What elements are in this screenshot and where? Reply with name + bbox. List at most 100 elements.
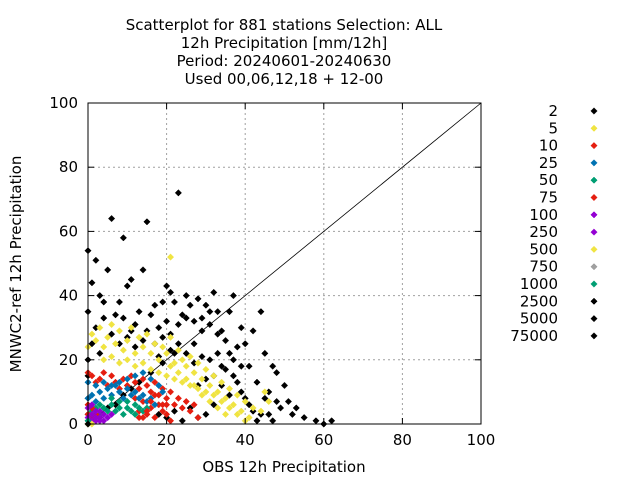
data-point	[163, 317, 171, 325]
data-point	[100, 343, 108, 351]
title-line-3: Period: 20240601-20240630	[177, 52, 392, 70]
data-point	[127, 407, 135, 415]
chart-title: Scatterplot for 881 stations Selection: …	[126, 16, 443, 88]
data-point	[170, 401, 179, 409]
data-point	[131, 372, 139, 380]
data-point	[163, 282, 171, 290]
data-point	[88, 401, 96, 409]
data-point	[155, 324, 163, 332]
data-point	[151, 378, 159, 386]
one-to-one-line	[87, 102, 482, 425]
data-point	[92, 336, 100, 345]
data-point	[166, 333, 175, 341]
plot-frame	[87, 102, 482, 425]
data-point	[214, 330, 222, 338]
data-point	[249, 327, 257, 335]
data-point	[253, 417, 261, 425]
data-point	[182, 375, 190, 383]
data-point	[277, 404, 285, 412]
data-point	[100, 394, 108, 402]
data-point	[300, 414, 308, 422]
data-point	[115, 359, 123, 367]
legend-label: 75000	[510, 327, 558, 345]
data-point	[237, 388, 245, 396]
data-point	[229, 401, 237, 409]
x-tick-labels: 0 20 40 60 80 100	[83, 431, 495, 449]
data-point	[190, 401, 198, 409]
y-tick-label: 80	[59, 158, 78, 176]
data-point	[159, 343, 167, 351]
data-point	[135, 414, 143, 422]
data-point	[206, 308, 214, 316]
data-point	[257, 308, 265, 316]
data-point	[131, 343, 139, 351]
legend-label: 750	[529, 258, 558, 276]
data-point	[312, 417, 320, 425]
data-point	[280, 381, 289, 390]
data-point	[139, 375, 147, 383]
title-line-1: Scatterplot for 881 stations Selection: …	[126, 16, 443, 34]
data-point	[288, 410, 296, 418]
data-point	[233, 343, 241, 351]
data-point	[265, 397, 273, 406]
data-point	[135, 404, 143, 412]
data-point	[198, 375, 206, 383]
data-point	[190, 317, 198, 325]
legend-marker	[590, 124, 598, 132]
data-point	[147, 375, 155, 383]
data-point	[190, 340, 198, 348]
legend-marker	[590, 159, 598, 167]
data-point	[88, 279, 96, 287]
data-point	[166, 253, 175, 261]
data-point	[170, 298, 179, 306]
data-point	[190, 369, 198, 377]
data-point	[108, 372, 116, 380]
data-point	[151, 301, 159, 309]
data-point	[214, 308, 222, 316]
data-point	[166, 346, 175, 354]
data-point	[147, 397, 155, 406]
data-point	[163, 372, 171, 380]
data-point	[88, 330, 96, 338]
data-point	[159, 298, 167, 306]
x-tick-label: 100	[467, 431, 496, 449]
data-point	[237, 324, 245, 332]
data-point	[261, 349, 269, 357]
data-point	[284, 397, 292, 406]
data-point	[139, 359, 147, 367]
data-point	[100, 378, 108, 386]
data-point	[131, 378, 139, 386]
data-point	[159, 407, 167, 415]
data-point	[214, 404, 222, 412]
data-point	[225, 404, 234, 412]
data-point	[119, 346, 127, 354]
data-point	[257, 407, 265, 415]
series-5	[84, 253, 273, 425]
data-point	[237, 407, 245, 415]
data-point	[198, 327, 206, 335]
diagonal-line	[87, 102, 482, 425]
data-point	[245, 362, 253, 370]
x-tick-label: 40	[236, 431, 255, 449]
data-point	[88, 391, 96, 399]
data-point	[123, 404, 131, 412]
y-axis-label: MNWC2-ref 12h Precipitation	[7, 156, 25, 373]
data-point	[127, 324, 135, 332]
data-point	[218, 327, 226, 335]
y-tick-label: 40	[59, 287, 78, 305]
data-point	[218, 362, 226, 370]
data-point	[261, 394, 269, 402]
data-point	[245, 401, 253, 409]
data-point	[182, 314, 190, 322]
data-point	[166, 388, 175, 396]
data-point	[214, 349, 222, 357]
data-point	[210, 401, 218, 409]
data-point	[96, 324, 104, 332]
data-point	[269, 417, 277, 425]
y-tick-labels: 0 20 40 60 80 100	[49, 94, 78, 433]
data-point	[170, 359, 179, 367]
data-point	[115, 327, 123, 335]
data-point	[131, 362, 139, 370]
legend-marker	[590, 211, 598, 219]
